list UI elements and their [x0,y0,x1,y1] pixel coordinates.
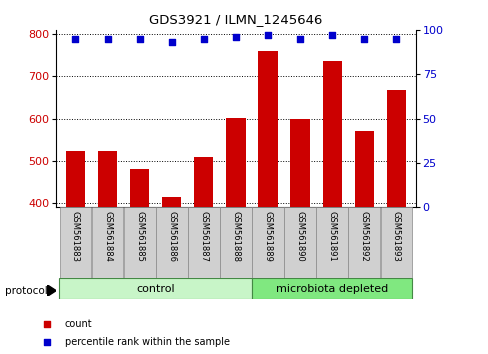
Bar [290,119,309,354]
Bar [194,158,213,354]
Bar [252,207,284,278]
Text: microbiota depleted: microbiota depleted [276,284,387,293]
Bar [66,152,85,354]
Bar [92,207,123,278]
Bar [60,207,91,278]
Point [327,33,335,38]
Bar [386,90,405,354]
Bar [162,196,181,354]
Bar [348,207,379,278]
Bar [187,207,219,278]
Text: GSM561889: GSM561889 [263,211,272,262]
Polygon shape [47,285,56,296]
Text: protocol: protocol [5,286,47,296]
Text: GSM561887: GSM561887 [199,211,208,262]
Bar [251,278,411,299]
Text: GSM561890: GSM561890 [295,211,304,261]
Point [136,36,143,42]
Point [42,339,50,344]
Text: GSM561884: GSM561884 [103,211,112,262]
Bar [380,207,411,278]
Point [296,36,304,42]
Bar [316,207,347,278]
Text: GSM561885: GSM561885 [135,211,144,262]
Text: count: count [64,319,92,329]
Bar [220,207,251,278]
Point [392,36,400,42]
Bar [60,278,251,299]
Text: GSM561886: GSM561886 [167,211,176,262]
Text: percentile rank within the sample: percentile rank within the sample [64,337,229,347]
Bar [226,118,245,354]
Point [231,34,239,40]
Bar [156,207,187,278]
Point [264,33,271,38]
Title: GDS3921 / ILMN_1245646: GDS3921 / ILMN_1245646 [149,13,322,26]
Text: GSM561892: GSM561892 [359,211,368,261]
Bar [284,207,315,278]
Bar [258,51,277,354]
Point [71,36,79,42]
Text: GSM561883: GSM561883 [71,211,80,262]
Text: GSM561891: GSM561891 [327,211,336,261]
Bar [322,61,341,354]
Text: control: control [136,284,175,293]
Point [42,321,50,327]
Bar [123,207,155,278]
Text: GSM561893: GSM561893 [391,211,400,262]
Point [103,36,111,42]
Point [200,36,207,42]
Point [360,36,367,42]
Bar [130,169,149,354]
Point [167,40,175,45]
Bar [354,131,373,354]
Text: GSM561888: GSM561888 [231,211,240,262]
Bar [98,152,117,354]
